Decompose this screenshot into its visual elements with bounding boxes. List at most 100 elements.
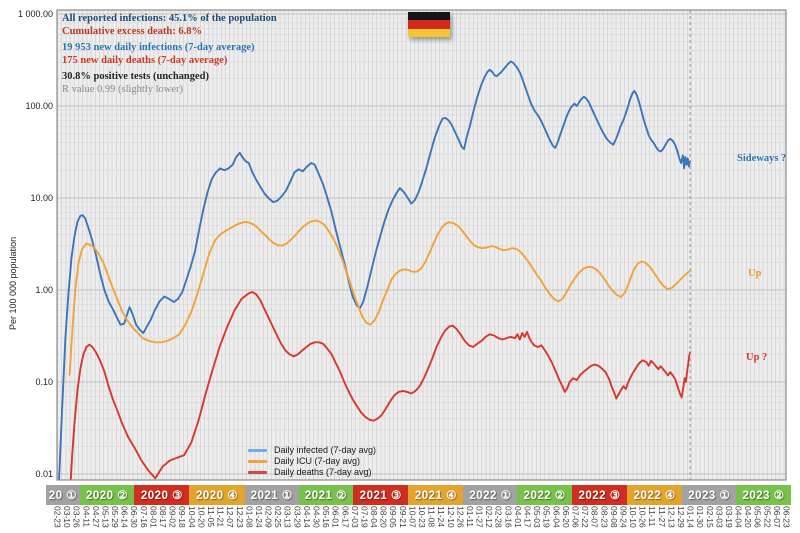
x-axis-label: 06-23 — [781, 506, 792, 528]
legend-line-swatch — [248, 449, 267, 452]
trend-annotation: Up ? — [746, 352, 768, 363]
quarter-band: 2022 ③ — [571, 485, 628, 505]
x-axis-label: 12-23 — [234, 506, 245, 528]
series-daily-deaths-line — [69, 291, 692, 480]
x-axis-label: 07-16 — [138, 506, 149, 528]
x-axis-label: 11-05 — [205, 506, 216, 528]
x-axis-label: 06-01 — [330, 506, 341, 528]
legend-item-daily-deaths-day-avg[interactable]: Daily deaths (7-day avg) — [248, 467, 376, 478]
x-axis-label: 09-18 — [177, 506, 188, 528]
x-axis-label: 02-28 — [493, 506, 504, 528]
series-daily-infected-line — [58, 60, 692, 480]
x-axis-label: 05-06 — [752, 506, 763, 528]
x-axis-label: 08-23 — [599, 506, 610, 528]
x-axis-label: 12-10 — [445, 506, 456, 528]
trend-annotation: Sideways ? — [737, 153, 787, 164]
x-axis-label: 06-14 — [119, 506, 130, 528]
x-axis-label: 10-07 — [407, 506, 418, 528]
x-axis-label: 07-03 — [349, 506, 360, 528]
x-axis-label: 01-24 — [253, 506, 264, 528]
x-axis-label: 05-29 — [110, 506, 121, 528]
quarter-band: 2020 ② — [79, 485, 135, 505]
x-axis-label: 04-04 — [733, 506, 744, 528]
x-axis-label: 08-07 — [589, 506, 600, 528]
flag-stripe-black — [408, 12, 450, 21]
legend-line-swatch — [248, 460, 267, 463]
x-axis-label: 01-08 — [244, 506, 255, 528]
x-axis-label: 11-27 — [656, 506, 667, 528]
x-axis-label: 03-26 — [71, 506, 82, 528]
flag-stripe-gold — [408, 28, 450, 37]
summary-positive-tests: 30.8% positive tests (unchanged) — [62, 71, 210, 82]
summary-new-deaths: 175 new daily deaths (7-day average) — [62, 54, 228, 66]
y-axis-label: 0.10 — [35, 377, 53, 387]
x-axis-label: 02-23 — [52, 506, 63, 528]
x-axis-label: 05-22 — [762, 506, 773, 528]
x-axis-label: 01-27 — [474, 506, 485, 528]
x-axis-label: 07-06 — [570, 506, 581, 528]
quarter-band: 2022 ② — [517, 485, 572, 505]
x-axis-label: 11-11 — [647, 506, 658, 527]
quarter-band: 2023 ② — [736, 485, 791, 505]
x-axis-label: 09-21 — [397, 506, 408, 528]
x-axis-label: 02-15 — [704, 506, 715, 528]
x-axis-label: 05-19 — [541, 506, 552, 528]
summary-reported-infections: All reported infections: 45.1% of the po… — [62, 13, 277, 24]
summary-panel: All reported infections: 45.1% of the po… — [62, 13, 277, 96]
quarter-band: 2021 ① — [244, 485, 299, 505]
x-axis-label: 09-02 — [167, 506, 178, 528]
x-axis-label: 02-09 — [263, 506, 274, 528]
x-axis-label: 06-30 — [129, 506, 140, 528]
x-axis-label: 09-24 — [618, 506, 629, 528]
legend-item-daily-icu-day-avg[interactable]: Daily ICU (7-day avg) — [248, 456, 376, 467]
x-axis-label: 10-10 — [628, 506, 639, 528]
x-axis-label: 05-16 — [321, 506, 332, 528]
y-axis-label: 10.00 — [30, 193, 53, 203]
x-axis-label: 06-07 — [771, 506, 782, 528]
legend-item-daily-infected-day-avg[interactable]: Daily infected (7-day avg) — [248, 445, 376, 456]
quarter-band: 2021 ② — [298, 485, 354, 505]
x-axis-label: 03-29 — [292, 506, 303, 528]
x-axis-label: 10-04 — [186, 506, 197, 528]
x-axis-label: 11-08 — [426, 506, 437, 528]
germany-flag-icon — [408, 12, 450, 37]
x-axis-label: 11-21 — [215, 506, 226, 528]
x-axis-label: 09-08 — [608, 506, 619, 528]
flag-stripe-red — [408, 20, 450, 29]
x-axis-label: 08-01 — [148, 506, 159, 528]
x-axis-label: 08-17 — [158, 506, 168, 528]
x-axis-label: 04-30 — [311, 506, 322, 528]
quarter-band: 2022 ④ — [627, 485, 683, 505]
x-axis-label: 06-17 — [340, 506, 351, 528]
x-axis-label: 12-26 — [455, 506, 466, 528]
x-axis-label: 10-26 — [637, 506, 648, 528]
x-axis-label: 06-20 — [560, 506, 571, 528]
x-axis-label: 12-07 — [225, 506, 236, 528]
x-axis-label: 04-01 — [512, 506, 523, 528]
x-axis-label: 04-20 — [743, 506, 754, 528]
x-axis-label: 04-17 — [522, 506, 533, 528]
summary-excess-death: Cumulative excess death: 6.8% — [62, 25, 202, 37]
y-axis-title: Per 100 000 population — [8, 236, 18, 330]
x-axis-label: 04-14 — [301, 506, 312, 528]
x-axis-label: 08-04 — [369, 506, 380, 528]
x-axis-label: 08-20 — [378, 506, 389, 528]
x-axis-label: 03-13 — [282, 506, 293, 528]
legend-label: Daily ICU (7-day avg) — [274, 456, 361, 466]
x-axis-label: 09-05 — [388, 506, 399, 528]
x-axis-label: 01-14 — [685, 506, 696, 528]
quarter-band: 2021 ③ — [353, 485, 409, 505]
summary-r-value: R value 0.99 (slightly lower) — [62, 83, 184, 95]
y-axis-label: 1.00 — [35, 285, 53, 295]
quarter-band: 2022 ① — [463, 485, 518, 505]
quarter-band: 2023 ① — [682, 485, 737, 505]
x-axis-label: 07-19 — [359, 506, 370, 528]
x-axis-label: 12-13 — [666, 506, 677, 528]
quarter-band: 20 ① — [46, 485, 80, 505]
x-axis-label: 03-19 — [723, 506, 734, 528]
x-axis-label: 03-16 — [503, 506, 514, 528]
x-axis-label: 10-20 — [196, 506, 207, 528]
x-axis-label: 05-03 — [532, 506, 543, 528]
